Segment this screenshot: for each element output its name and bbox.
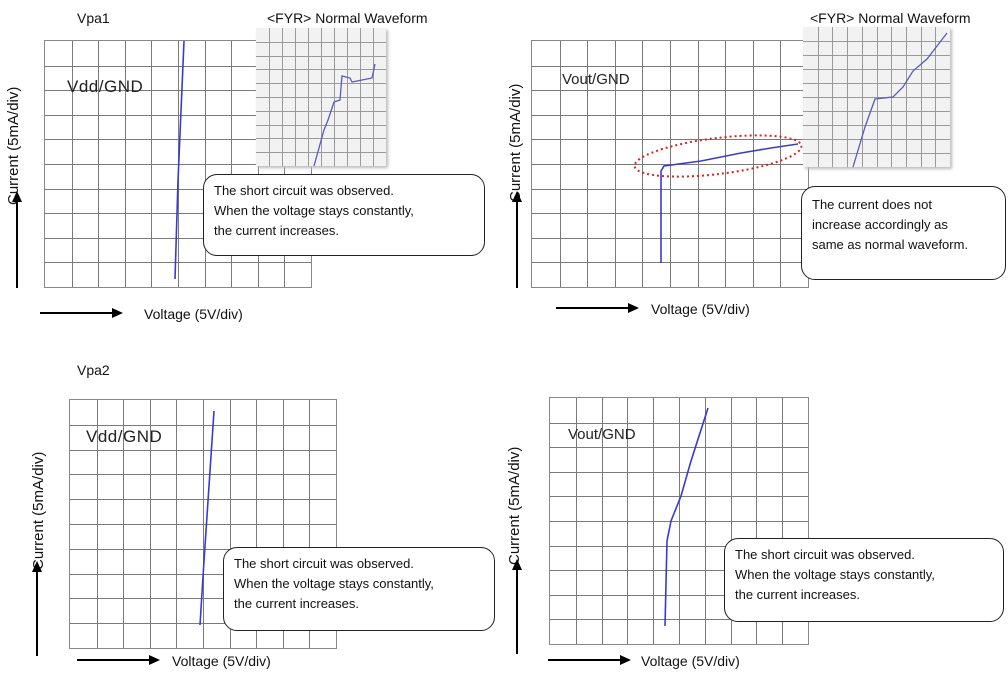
inset-grid [803,27,950,168]
callout-line: the current increases. [234,596,360,611]
inset-grid [256,28,386,167]
x-axis-arrow [548,655,631,665]
waveform-trace [660,143,799,263]
plot-grid [532,41,808,287]
callout-line: the current increases. [214,223,340,238]
plot-label: Vdd/GND [67,77,144,96]
x-axis-label: Voltage (5V/div) [144,306,243,322]
y-axis-arrow [32,561,42,656]
highlight-ellipse [633,134,803,178]
waveform-trace [664,407,709,627]
x-axis-label: Voltage (5V/div) [641,653,740,669]
x-axis-label: Voltage (5V/div) [651,301,750,317]
callout-line: When the voltage stays constantly, [214,203,414,218]
plot-label: Vout/GND [562,71,630,88]
x-axis-arrow [77,655,160,665]
callout-short-circuit: The short circuit was observed. When the… [724,538,1004,622]
callout-current-not-increase: The current does not increase accordingl… [801,186,1006,280]
waveform-trace [199,410,215,626]
callout-line: When the voltage stays constantly, [735,567,935,582]
callout-line: the current increases. [735,587,861,602]
plot-vout-gnd-vpa1: Vout/GND [531,40,809,288]
section-label-vpa1: Vpa1 [77,10,110,26]
y-axis-arrow [512,191,522,288]
plot-label: Vout/GND [568,426,636,443]
x-axis-arrow [40,308,123,318]
callout-line: increase accordingly as [812,217,948,232]
normal-waveform-title: <FYR> Normal Waveform [810,10,971,26]
normal-waveform-title: <FYR> Normal Waveform [267,10,428,26]
normal-waveform-trace [852,32,948,168]
normal-waveform-inset [256,28,386,167]
callout-line: The short circuit was observed. [234,556,414,571]
normal-waveform-inset [803,27,950,168]
callout-line: The current does not [812,197,932,212]
y-axis-arrow [512,559,522,654]
callout-short-circuit: The short circuit was observed. When the… [223,547,495,631]
callout-line: The short circuit was observed. [735,547,915,562]
x-axis-arrow [556,303,639,313]
normal-waveform-trace [313,63,376,167]
callout-line: The short circuit was observed. [214,183,394,198]
y-axis-label: Current (5mA/div) [507,83,524,202]
plot-label: Vdd/GND [86,427,163,446]
plot-vout-gnd-vpa2: Vout/GND [549,397,809,645]
waveform-trace [174,41,185,280]
y-axis-arrow [12,191,22,288]
y-axis-label: Current (5mA/div) [30,451,47,570]
callout-line: same as normal waveform. [812,237,969,252]
y-axis-label: Current (5mA/div) [5,86,22,205]
y-axis-label: Current (5mA/div) [506,446,523,565]
plot-grid [550,398,808,644]
x-axis-label: Voltage (5V/div) [172,653,271,669]
section-label-vpa2: Vpa2 [77,362,110,378]
callout-line: When the voltage stays constantly, [234,576,434,591]
callout-short-circuit: The short circuit was observed. When the… [203,174,485,256]
